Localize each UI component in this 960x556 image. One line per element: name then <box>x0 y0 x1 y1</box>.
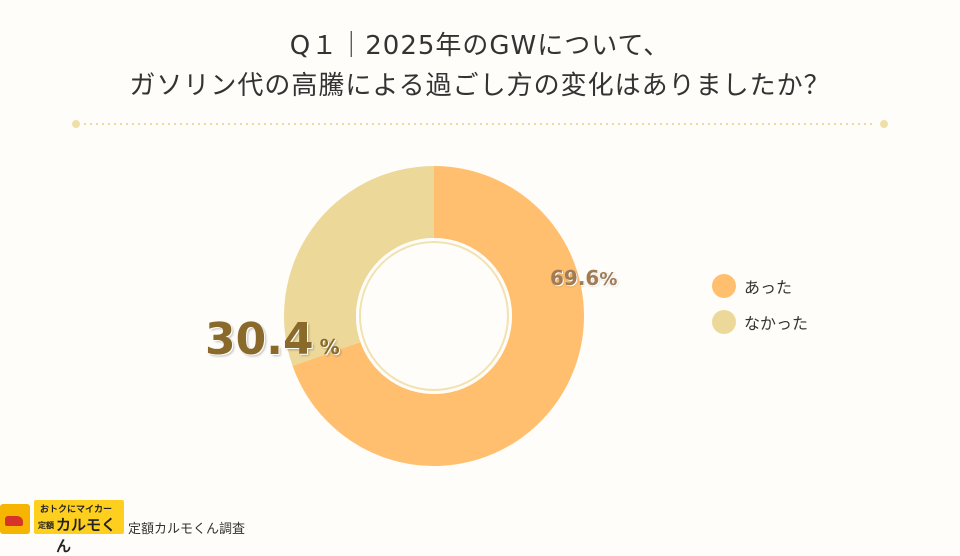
donut-chart <box>283 166 584 467</box>
title-line-1: Q１｜2025年のGWについて、 <box>289 31 671 61</box>
legend-swatch-atta <box>712 274 736 298</box>
data-label-atta: 69.6% <box>550 266 617 290</box>
donut-hole <box>356 238 512 394</box>
donut-slice-nakatta <box>283 166 434 366</box>
data-label-atta-value: 69.6 <box>550 266 600 290</box>
data-label-nakatta-unit: % <box>319 335 340 359</box>
footer: おトクにマイカー 定額 カルモくん 定額カルモくん調査 <box>0 494 300 555</box>
legend: あった なかった <box>712 268 808 340</box>
data-label-atta-unit: % <box>599 269 618 290</box>
car-icon <box>5 516 23 526</box>
legend-label-atta: あった <box>744 278 793 297</box>
donut-inner-ring <box>359 241 509 391</box>
chart-title: Q１｜2025年のGWについて、 ガソリン代の高騰による過ごし方の変化はありまし… <box>0 26 960 106</box>
logo-tagline: おトクにマイカー <box>40 505 113 515</box>
donut-slice-atta <box>292 166 584 467</box>
logo-small-text: 定額 <box>38 521 54 530</box>
legend-item-nakatta: なかった <box>712 304 808 340</box>
title-divider <box>72 120 888 128</box>
legend-swatch-nakatta <box>712 310 736 334</box>
legend-item-atta: あった <box>712 268 808 304</box>
brand-logo: おトクにマイカー 定額 カルモくん <box>34 500 124 555</box>
logo-mark-icon <box>0 504 30 534</box>
logo-name: カルモくん <box>56 516 117 555</box>
title-line-2: ガソリン代の高騰による過ごし方の変化はありましたか？ <box>129 71 831 101</box>
data-label-nakatta: 30.4% <box>205 314 340 365</box>
data-label-nakatta-value: 30.4 <box>205 314 314 365</box>
legend-label-nakatta: なかった <box>744 314 809 333</box>
source-note: 定額カルモくん調査 <box>128 522 246 537</box>
